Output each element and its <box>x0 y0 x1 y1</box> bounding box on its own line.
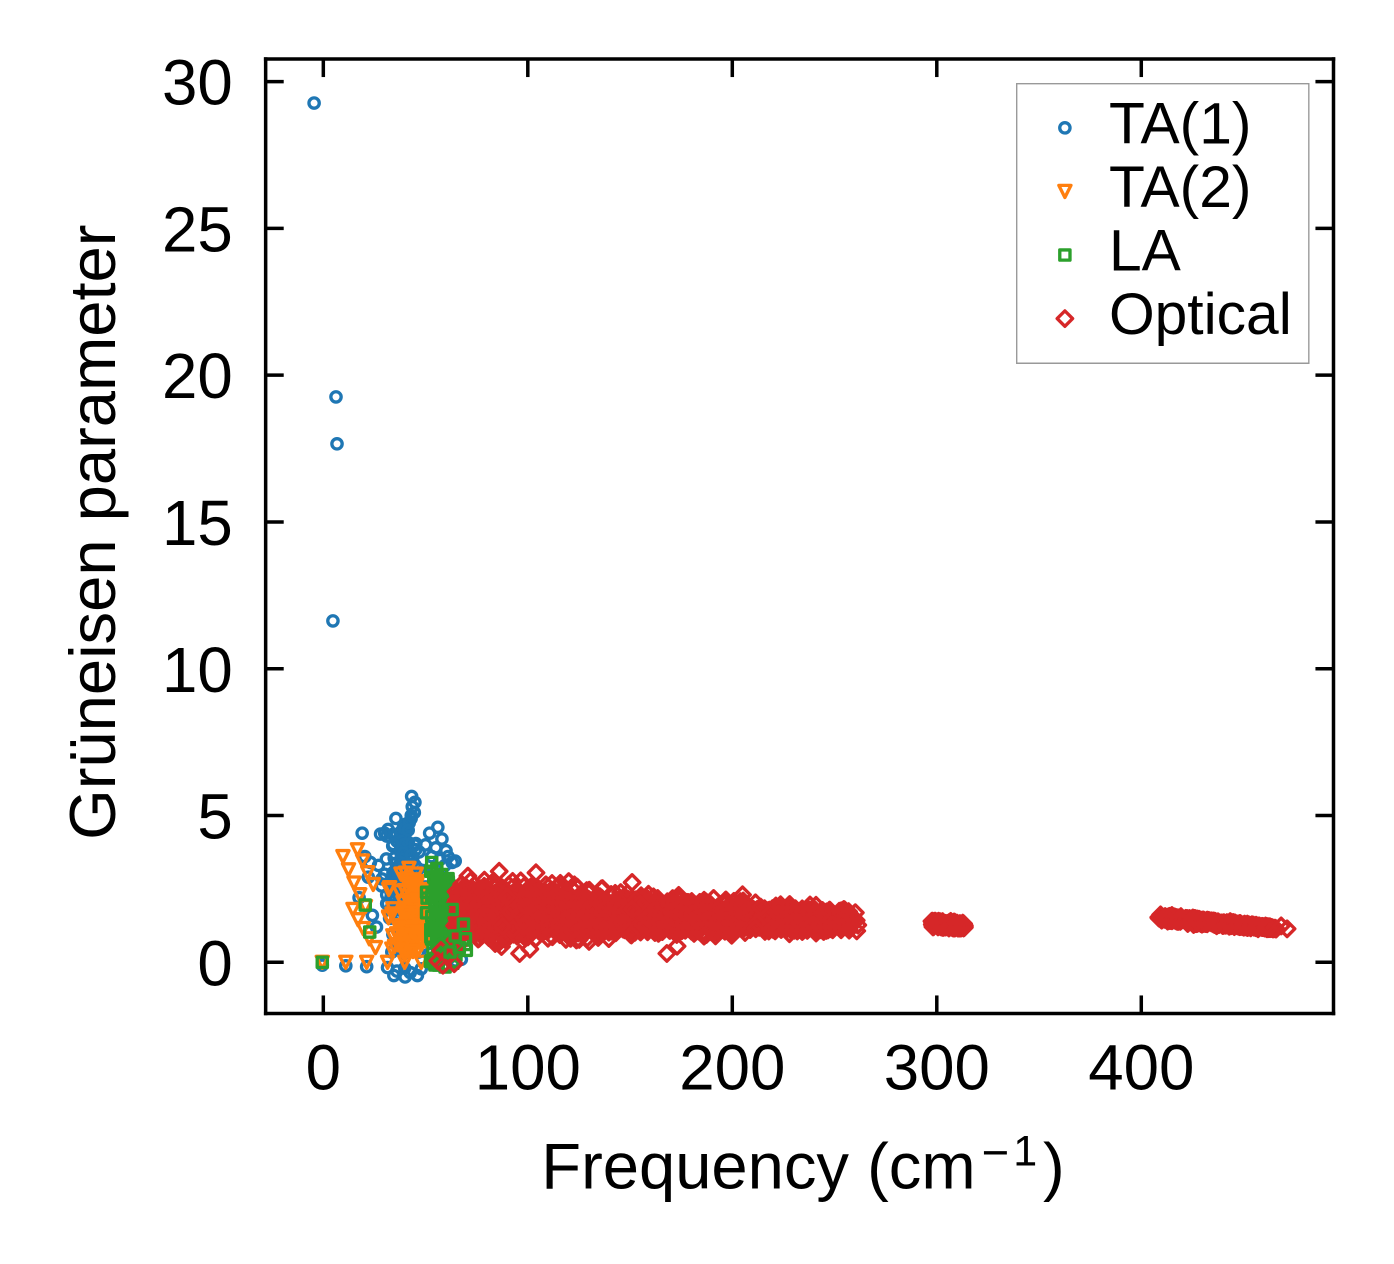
svg-text:25: 25 <box>162 194 233 265</box>
svg-text:300: 300 <box>884 1032 990 1103</box>
svg-text:Optical: Optical <box>1109 282 1292 347</box>
svg-text:LA: LA <box>1109 218 1182 283</box>
svg-text:Frequency (cm: Frequency (cm <box>541 1129 975 1202</box>
svg-text:400: 400 <box>1088 1032 1194 1103</box>
svg-text:TA(1): TA(1) <box>1109 91 1251 156</box>
svg-text:TA(2): TA(2) <box>1109 155 1251 220</box>
svg-text:): ) <box>1043 1129 1065 1202</box>
svg-text:200: 200 <box>679 1032 785 1103</box>
svg-text:1: 1 <box>1013 1128 1037 1176</box>
svg-text:−: − <box>982 1127 1010 1180</box>
svg-text:0: 0 <box>197 928 232 999</box>
svg-text:30: 30 <box>162 48 233 119</box>
svg-text:15: 15 <box>162 488 233 559</box>
svg-text:Grüneisen parameter: Grüneisen parameter <box>56 225 129 840</box>
svg-text:20: 20 <box>162 341 233 412</box>
svg-text:100: 100 <box>475 1032 581 1103</box>
svg-text:0: 0 <box>306 1032 341 1103</box>
svg-text:5: 5 <box>197 782 232 853</box>
svg-text:10: 10 <box>162 635 233 706</box>
